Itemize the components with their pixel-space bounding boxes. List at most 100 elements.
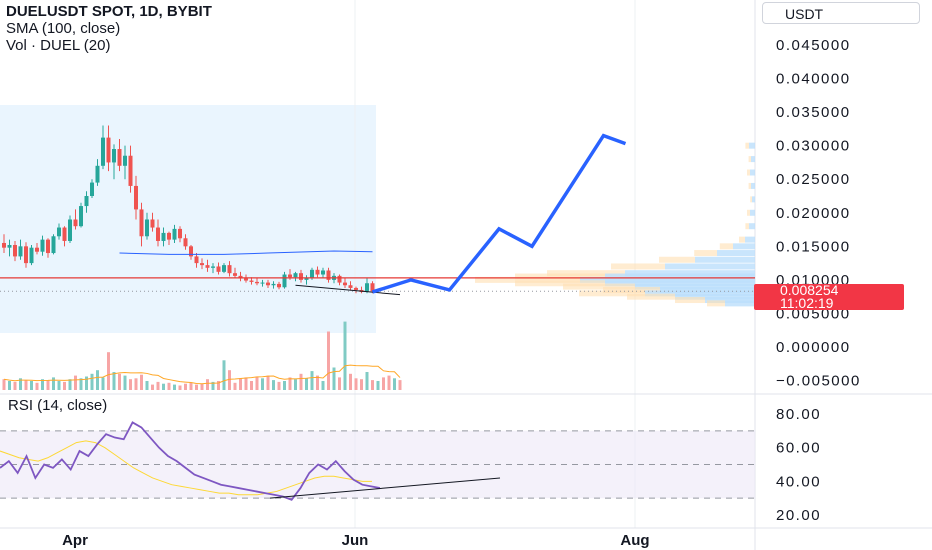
- candle-body: [156, 227, 160, 241]
- volume-bar: [222, 360, 226, 390]
- time-tick-label: Aug: [620, 532, 649, 549]
- volume-bar: [68, 379, 72, 390]
- candle-body: [200, 263, 204, 266]
- chart-title: DUELUSDT SPOT, 1D, BYBIT: [6, 3, 212, 20]
- volume-bar: [107, 352, 110, 390]
- candle-body: [24, 246, 28, 264]
- volume-profile-row-up: [719, 243, 733, 250]
- rsi-tick-label: 20.00: [776, 507, 821, 524]
- volume-bar: [217, 381, 220, 390]
- volume-legend: Vol · DUEL (20): [6, 37, 111, 54]
- volume-profile-row: [605, 273, 755, 280]
- volume-profile-row-up: [659, 256, 695, 263]
- volume-bar: [382, 377, 385, 390]
- candle-body: [139, 209, 144, 237]
- candle-body: [211, 266, 215, 268]
- candle-body: [337, 275, 342, 283]
- candle-body: [84, 196, 89, 207]
- volume-bar: [35, 382, 39, 390]
- volume-profile-row-up: [515, 280, 605, 287]
- volume-profile-row-up: [475, 276, 580, 283]
- volume-bar: [8, 381, 11, 390]
- currency-selector[interactable]: USDT: [762, 2, 920, 24]
- candle-body: [178, 228, 182, 239]
- volume-profile-row-up: [748, 156, 751, 163]
- volume-bar: [90, 373, 94, 390]
- volume-profile-row: [750, 169, 755, 176]
- candles: [2, 125, 375, 294]
- volume-profile-row: [725, 300, 755, 307]
- candle-body: [288, 274, 292, 278]
- volume-bar: [200, 383, 204, 390]
- volume-bar: [261, 378, 264, 390]
- volume-profile-row-up: [579, 290, 645, 297]
- volume-bar: [52, 377, 55, 390]
- candle-body: [293, 273, 298, 278]
- volume-bar: [387, 375, 391, 390]
- volume-bar: [79, 378, 83, 390]
- volume-profile-row: [751, 156, 755, 163]
- candle-body: [321, 270, 325, 275]
- volume-bar: [129, 379, 132, 390]
- volume-profile: [475, 142, 755, 307]
- price-tick-label: 0.040000: [776, 71, 851, 88]
- rsi-tick-label: 80.00: [776, 406, 821, 423]
- volume-bar: [299, 373, 303, 390]
- candle-body: [40, 239, 45, 252]
- rsi-trendline: [269, 477, 501, 499]
- volume-bar: [393, 378, 396, 390]
- volume-bar: [57, 381, 61, 390]
- volume-profile-row: [749, 142, 755, 149]
- volume-profile-row: [635, 283, 755, 290]
- volume-bar: [134, 378, 138, 390]
- volume-bar: [310, 371, 314, 390]
- candle-body: [205, 265, 210, 268]
- volume-bar: [349, 373, 352, 390]
- volume-bar: [398, 380, 402, 390]
- price-tick-label: 0.000000: [776, 339, 851, 356]
- bar-countdown: 11:02:19: [780, 295, 834, 311]
- volume-profile-row-up: [563, 283, 635, 290]
- candle-body: [244, 278, 248, 281]
- price-tick-label: −0.005000: [776, 373, 861, 390]
- volume-profile-row: [665, 263, 755, 270]
- candle-body: [343, 282, 347, 286]
- price-tick-label: 0.020000: [776, 205, 851, 222]
- volume-bar: [305, 378, 308, 390]
- candle-body: [62, 227, 67, 241]
- volume-ma-line: [3, 364, 401, 385]
- support-trendline: [295, 284, 401, 296]
- volume-bar: [13, 381, 17, 390]
- volume-bar: [30, 381, 33, 390]
- candle-body: [35, 247, 39, 252]
- candle-body: [13, 244, 17, 257]
- candle-body: [216, 266, 221, 272]
- candle-body: [227, 265, 232, 274]
- volume-bar: [101, 377, 105, 390]
- candle-body: [271, 283, 276, 286]
- candle-body: [150, 219, 155, 228]
- volume-profile-row-up: [745, 142, 749, 149]
- candle-body: [266, 282, 270, 286]
- volume-profile-row-up: [611, 263, 665, 270]
- volume-bar: [162, 383, 165, 390]
- volume-bar: [365, 372, 369, 390]
- volume-bar: [354, 378, 358, 390]
- volume-bar: [145, 381, 149, 390]
- candle-body: [7, 244, 12, 248]
- volume-profile-row: [752, 196, 755, 203]
- candle-body: [145, 219, 149, 237]
- rsi-line: [0, 421, 381, 501]
- candle-body: [161, 232, 166, 241]
- candle-body: [260, 282, 265, 284]
- volume-bar: [283, 381, 286, 390]
- volume-bar: [228, 370, 231, 390]
- volume-bar: [332, 367, 336, 390]
- candle-body: [299, 273, 303, 280]
- volume-bar: [244, 377, 248, 390]
- volume-profile-row-up: [747, 169, 750, 176]
- sma-legend: SMA (100, close): [6, 20, 121, 37]
- volume-profile-row: [733, 243, 755, 250]
- time-tick-label: Apr: [62, 532, 88, 549]
